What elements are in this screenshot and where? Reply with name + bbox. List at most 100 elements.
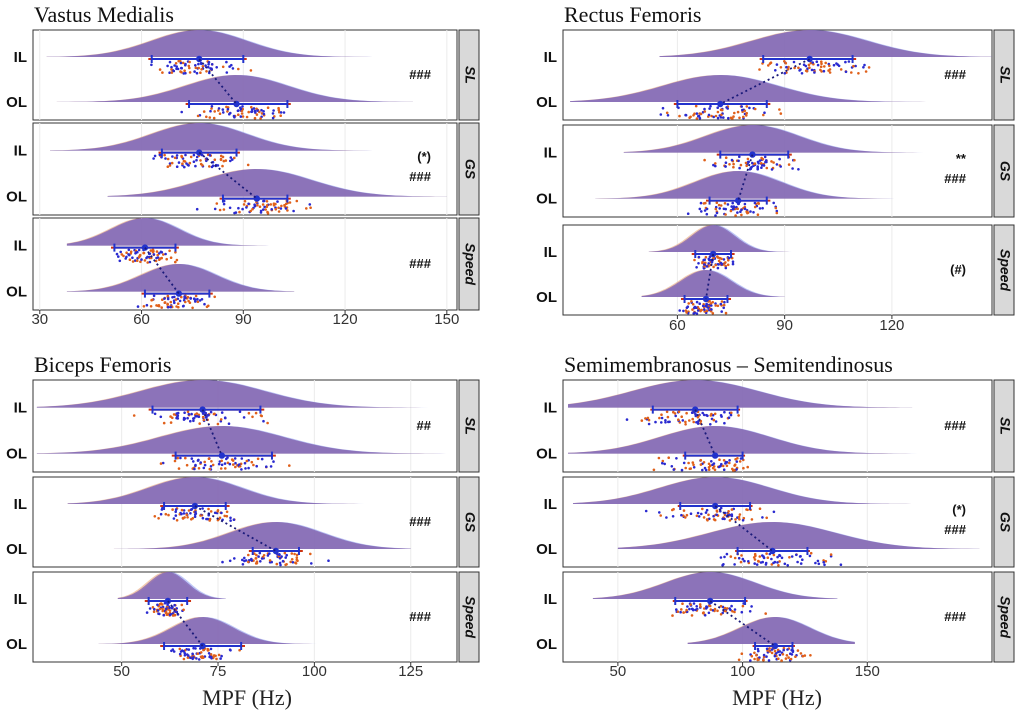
data-point bbox=[723, 421, 726, 425]
data-point bbox=[271, 112, 275, 115]
data-point bbox=[169, 613, 172, 616]
data-point bbox=[165, 257, 168, 261]
data-point bbox=[784, 61, 788, 65]
data-point bbox=[699, 309, 702, 313]
data-point bbox=[196, 652, 200, 655]
data-point bbox=[228, 206, 232, 210]
data-point bbox=[761, 554, 764, 557]
data-point bbox=[163, 301, 167, 305]
data-point bbox=[283, 203, 286, 207]
data-point bbox=[721, 517, 724, 521]
density-cloud bbox=[66, 218, 288, 246]
data-point bbox=[658, 416, 661, 420]
data-point bbox=[719, 604, 723, 608]
data-point bbox=[704, 607, 708, 610]
facet-strip-label: Speed bbox=[462, 596, 478, 638]
data-point bbox=[703, 110, 707, 113]
density-cloud bbox=[659, 30, 992, 57]
data-point bbox=[762, 655, 766, 659]
data-point bbox=[238, 210, 241, 214]
data-point bbox=[753, 651, 756, 655]
data-point bbox=[765, 647, 769, 651]
mean-marker bbox=[199, 406, 206, 413]
data-point bbox=[742, 115, 745, 119]
data-point bbox=[266, 421, 269, 425]
data-point bbox=[665, 111, 669, 115]
data-point bbox=[681, 419, 685, 422]
data-point bbox=[198, 422, 201, 425]
data-point bbox=[182, 72, 185, 75]
data-point bbox=[220, 411, 224, 414]
data-point bbox=[268, 559, 272, 562]
data-point bbox=[740, 610, 744, 614]
data-point bbox=[193, 515, 197, 518]
data-point bbox=[187, 164, 190, 167]
data-point bbox=[165, 613, 169, 616]
data-point bbox=[249, 69, 253, 72]
data-point bbox=[788, 556, 791, 559]
data-point bbox=[728, 459, 731, 462]
data-point bbox=[221, 164, 224, 168]
mean-connector bbox=[719, 58, 811, 105]
data-point bbox=[153, 154, 157, 158]
data-point bbox=[221, 108, 225, 111]
data-point bbox=[703, 107, 706, 111]
data-point bbox=[218, 208, 222, 212]
data-point bbox=[713, 412, 717, 416]
data-point bbox=[809, 654, 812, 657]
data-point bbox=[700, 512, 703, 516]
data-point bbox=[240, 457, 244, 460]
y-tick-label: IL bbox=[544, 244, 557, 261]
data-point bbox=[284, 556, 288, 559]
data-point bbox=[209, 109, 212, 113]
data-point bbox=[777, 564, 780, 567]
data-point bbox=[844, 70, 848, 74]
data-point bbox=[161, 461, 165, 465]
data-point bbox=[228, 65, 231, 68]
data-point bbox=[770, 160, 773, 163]
data-point bbox=[707, 257, 711, 261]
data-point bbox=[685, 306, 689, 310]
data-point bbox=[207, 457, 211, 461]
data-point bbox=[183, 165, 186, 169]
data-point bbox=[158, 68, 162, 71]
data-point bbox=[240, 468, 243, 471]
data-point bbox=[730, 205, 733, 208]
data-point bbox=[177, 467, 181, 470]
data-point bbox=[225, 105, 228, 109]
data-point bbox=[743, 202, 747, 206]
data-point bbox=[756, 165, 759, 168]
data-point bbox=[714, 420, 718, 423]
data-point bbox=[272, 109, 275, 112]
data-point bbox=[727, 116, 730, 120]
data-point bbox=[282, 111, 286, 114]
facet-strip bbox=[458, 476, 480, 568]
data-point bbox=[208, 165, 211, 168]
data-point bbox=[749, 210, 752, 213]
data-point bbox=[180, 155, 184, 159]
data-point bbox=[222, 111, 225, 114]
data-point bbox=[677, 410, 681, 414]
data-point bbox=[161, 506, 164, 510]
data-point bbox=[184, 456, 187, 460]
data-point bbox=[790, 653, 794, 656]
data-point bbox=[201, 516, 205, 520]
data-point bbox=[173, 603, 176, 607]
data-point bbox=[224, 159, 228, 162]
data-point bbox=[187, 412, 191, 416]
panel-frame bbox=[562, 571, 993, 663]
data-point bbox=[246, 163, 250, 167]
data-point bbox=[117, 255, 120, 258]
data-point bbox=[695, 421, 698, 424]
data-point bbox=[163, 153, 166, 157]
data-point bbox=[197, 66, 200, 70]
x-tick-label: 100 bbox=[730, 663, 755, 680]
data-point bbox=[703, 614, 707, 617]
data-point bbox=[197, 413, 201, 417]
data-point bbox=[213, 207, 217, 211]
data-point bbox=[713, 468, 717, 472]
data-point bbox=[776, 648, 780, 652]
data-point bbox=[784, 657, 788, 660]
facet-panel-sl: SL IL OL ### bbox=[536, 29, 1015, 121]
data-point bbox=[208, 467, 212, 471]
